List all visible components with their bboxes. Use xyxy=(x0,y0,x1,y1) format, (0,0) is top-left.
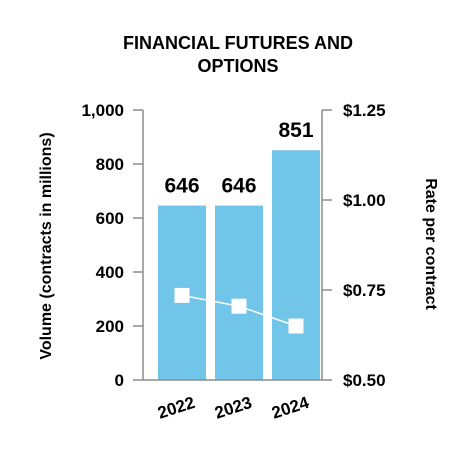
x-tick-label-layer: 2022 2023 2024 xyxy=(155,393,311,423)
bar-value-label-2024: 851 xyxy=(278,119,313,142)
chart-title-line-1: FINANCIAL FUTURES AND xyxy=(123,33,353,53)
y-right-axis-label: Rate per contract xyxy=(422,178,439,310)
x-tick-label-2023: 2023 xyxy=(212,393,254,423)
y-left-tick-label: 200 xyxy=(96,317,124,336)
y-right-tick-label: $1.25 xyxy=(343,101,386,120)
rate-point-2022 xyxy=(174,287,190,303)
x-tick-label-2024: 2024 xyxy=(269,393,311,423)
y-left-tick-label: 400 xyxy=(96,263,124,282)
y-left-tick-label: 1,000 xyxy=(81,101,124,120)
y-left-axis-label: Volume (contracts in millions) xyxy=(38,132,55,359)
y-left-tick-label: 0 xyxy=(115,371,124,390)
rate-point-2024 xyxy=(288,318,304,334)
chart-title-line-2: OPTIONS xyxy=(197,56,278,76)
y-right-tick-label: $0.75 xyxy=(343,281,386,300)
bar-value-label-2023: 646 xyxy=(221,175,256,198)
bar-label-layer: 646 646 851 xyxy=(164,119,313,197)
x-tick-label-2022: 2022 xyxy=(155,393,197,423)
y-right-tick-label: $0.50 xyxy=(343,371,386,390)
axis-layer: 0 200 400 600 800 1,000 $0.50 $0.75 $1.00 $1.25 xyxy=(81,101,385,390)
rate-line-layer xyxy=(174,287,304,334)
bar-value-label-2022: 646 xyxy=(164,175,199,198)
bar-layer xyxy=(158,150,320,380)
rate-point-2023 xyxy=(231,298,247,314)
bar-2024 xyxy=(272,150,320,380)
y-right-tick-label: $1.00 xyxy=(343,191,386,210)
y-left-tick-label: 600 xyxy=(96,209,124,228)
y-left-tick-label: 800 xyxy=(96,155,124,174)
bar-2023 xyxy=(215,205,263,380)
